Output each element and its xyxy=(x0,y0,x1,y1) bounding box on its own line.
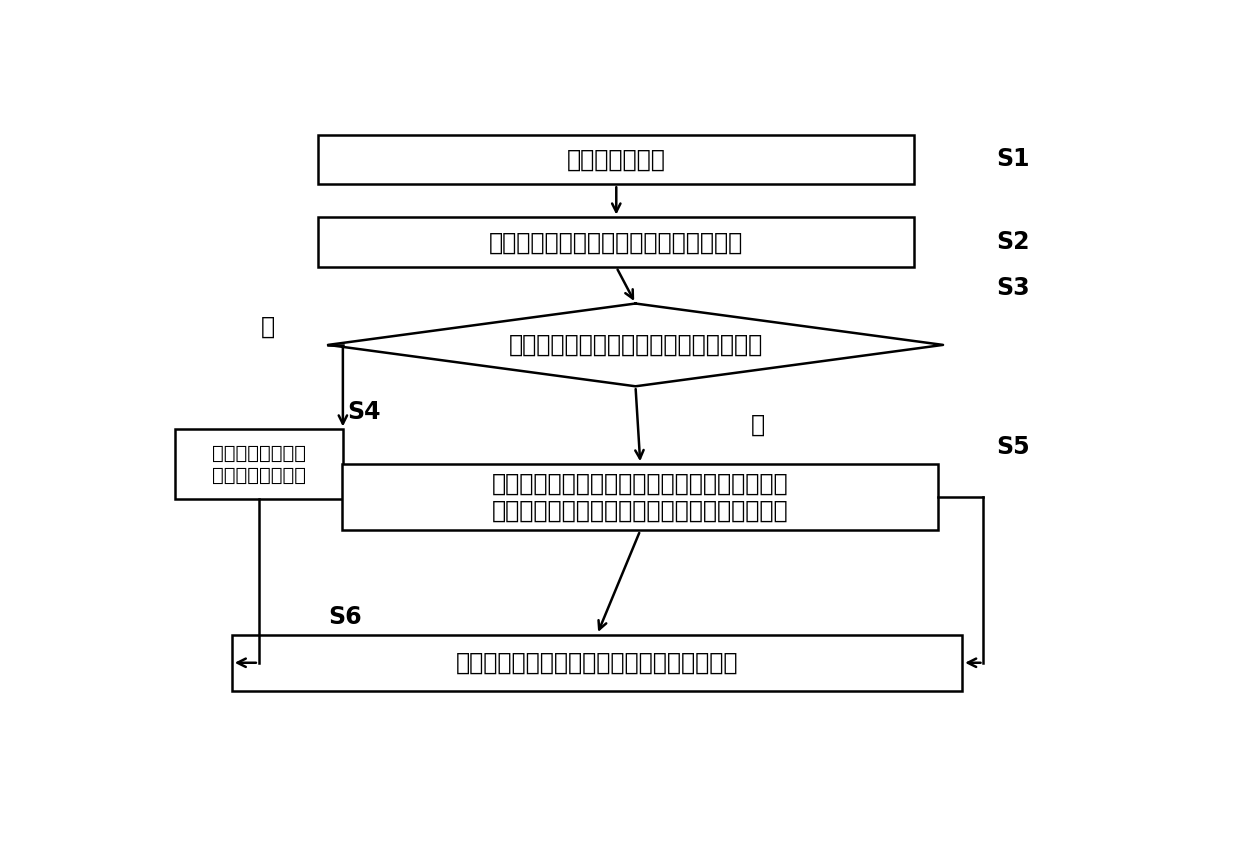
Text: 设定虚拟切割点: 设定虚拟切割点 xyxy=(567,147,666,171)
Text: 否: 否 xyxy=(751,413,765,437)
FancyBboxPatch shape xyxy=(342,464,939,531)
Text: S2: S2 xyxy=(996,230,1029,255)
Text: 通过温度场跟踪模型跟踪铸坯的凝固终点: 通过温度场跟踪模型跟踪铸坯的凝固终点 xyxy=(489,230,744,255)
FancyBboxPatch shape xyxy=(232,635,962,691)
FancyBboxPatch shape xyxy=(175,429,343,499)
Text: 凝固终点的位置不大于虚拟切割点的位置: 凝固终点的位置不大于虚拟切割点的位置 xyxy=(508,333,763,357)
Text: S5: S5 xyxy=(996,435,1029,458)
Text: 将切割装置移动到实际切割点对铸坯进行切割: 将切割装置移动到实际切割点对铸坯进行切割 xyxy=(456,651,738,675)
Text: S6: S6 xyxy=(327,605,362,630)
FancyBboxPatch shape xyxy=(319,218,914,267)
Text: 是: 是 xyxy=(260,314,275,338)
Text: S4: S4 xyxy=(347,400,381,424)
Text: 将所述虚拟切割点
设定为实际切割点: 将所述虚拟切割点 设定为实际切割点 xyxy=(212,444,306,484)
Text: S3: S3 xyxy=(996,276,1029,300)
Text: 将铸坯的凝固终点退到与坯头的距离不小于一个
定尺切割的距离时的虚拟切割点作为实际切割点: 将铸坯的凝固终点退到与坯头的距离不小于一个 定尺切割的距离时的虚拟切割点作为实际… xyxy=(492,471,789,523)
FancyBboxPatch shape xyxy=(319,135,914,184)
Text: S1: S1 xyxy=(996,147,1029,171)
